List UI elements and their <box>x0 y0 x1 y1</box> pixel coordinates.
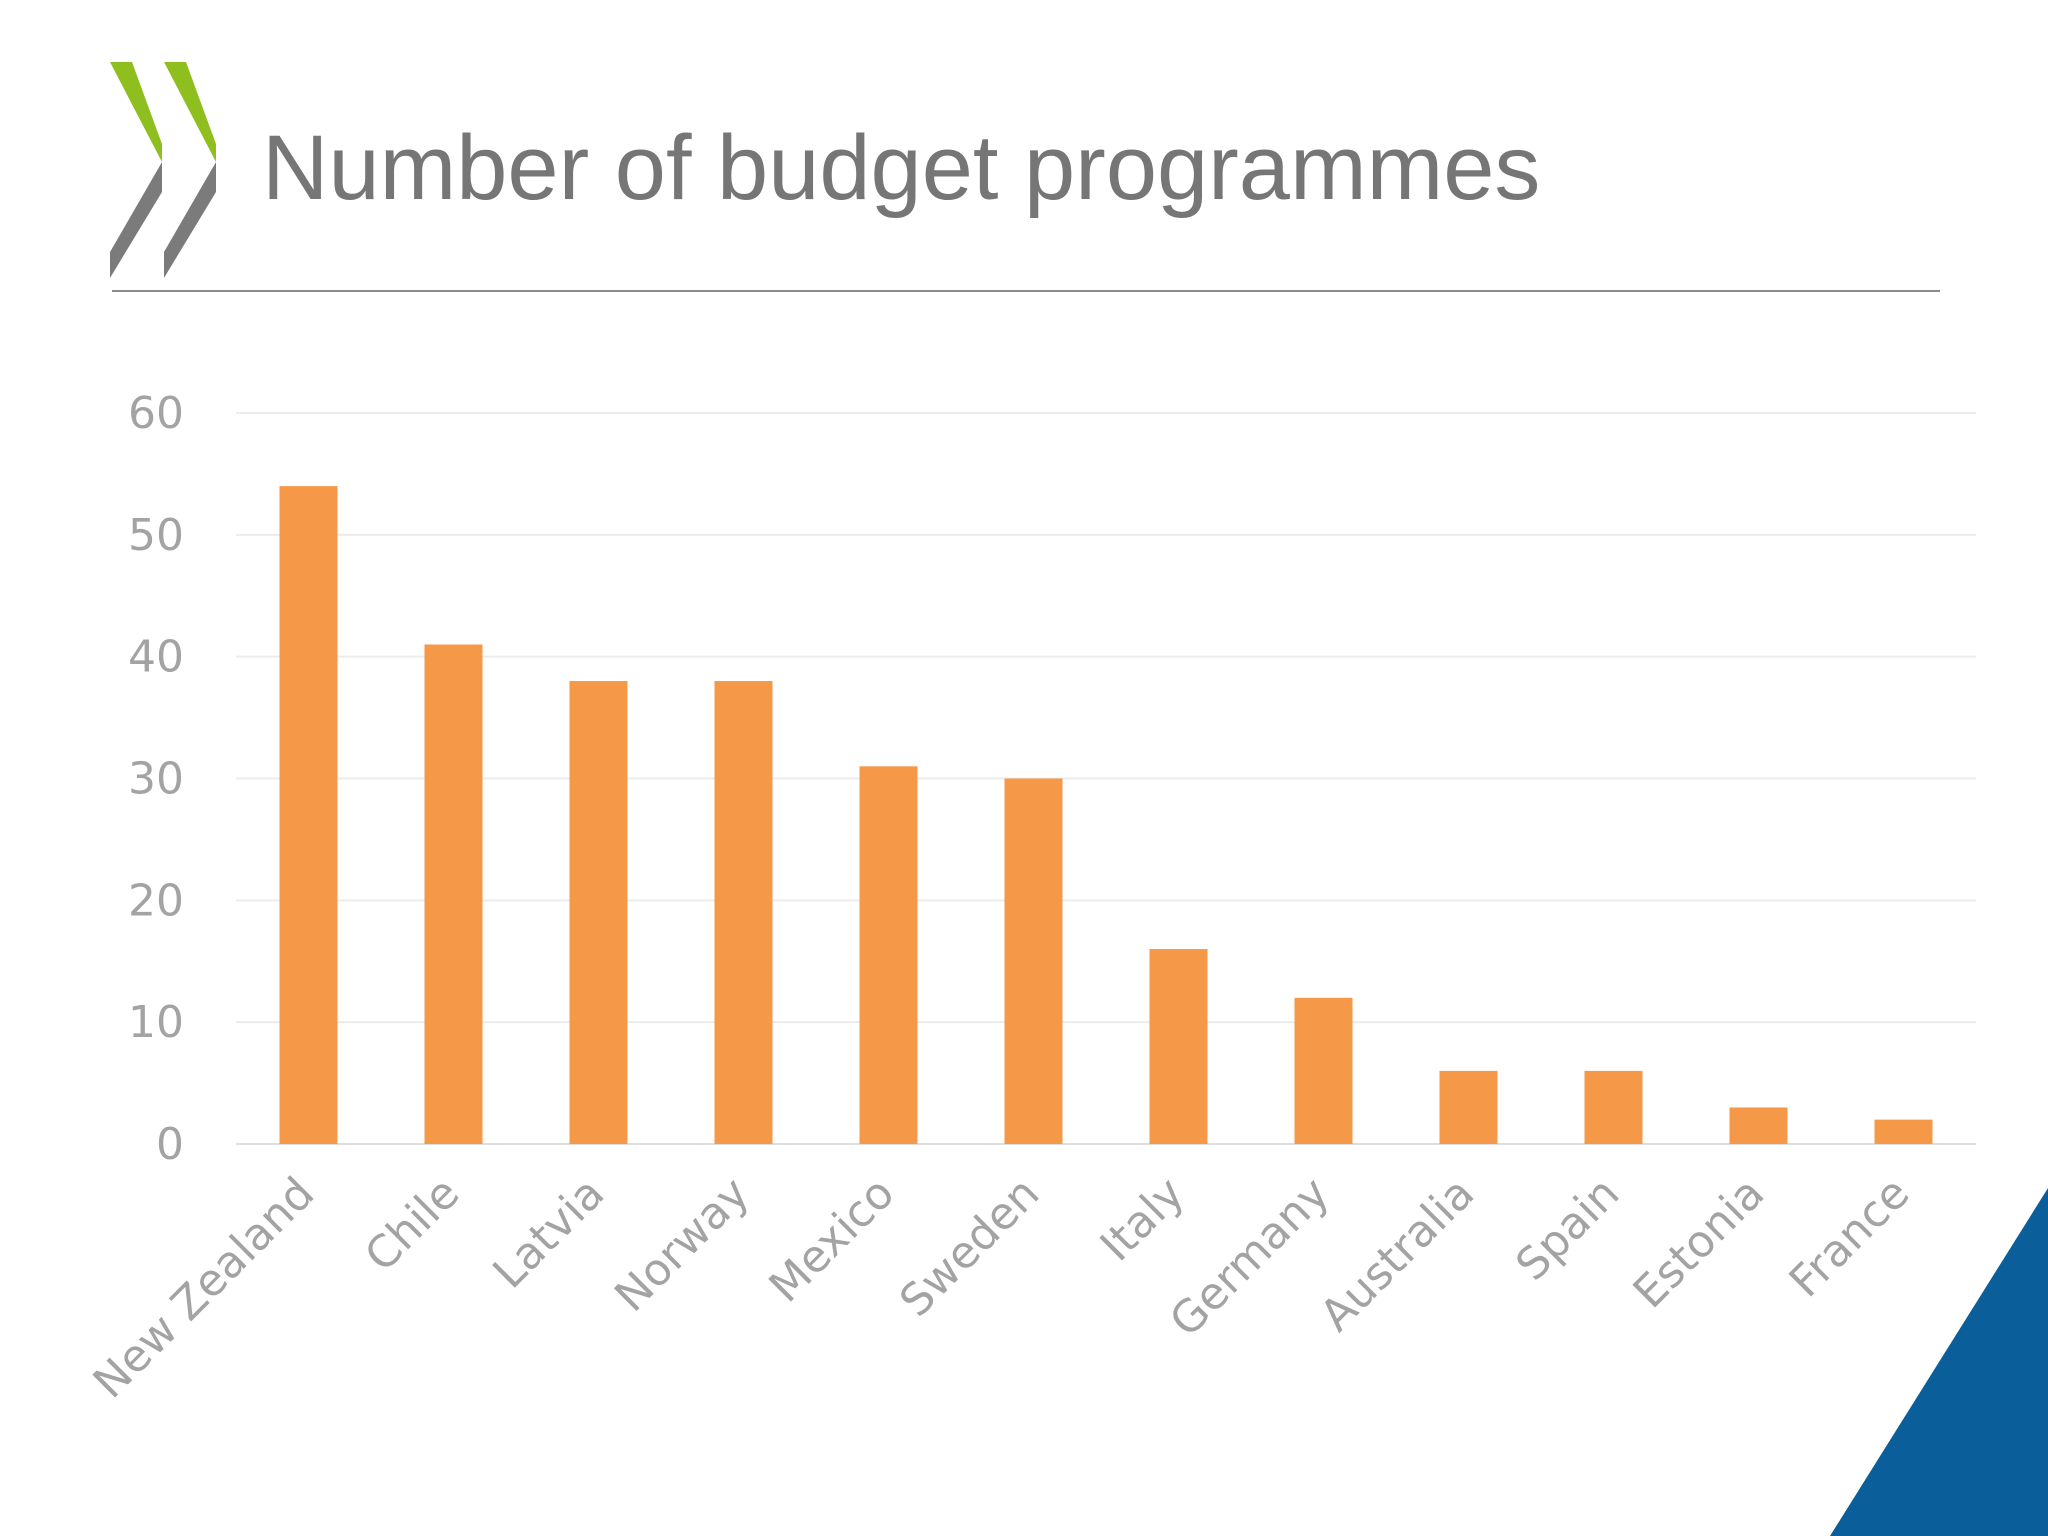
y-tick-label: 40 <box>128 632 184 683</box>
bar-italy <box>1149 949 1208 1144</box>
x-tick-label: Germany <box>1160 1168 1339 1347</box>
x-tick-label: Spain <box>1506 1168 1629 1291</box>
x-tick-label: Mexico <box>760 1168 905 1313</box>
x-tick-label: Latvia <box>483 1168 614 1299</box>
bar-norway <box>714 681 773 1144</box>
logo-grey-chevron-right <box>164 162 216 278</box>
x-tick-label: New Zealand <box>84 1168 325 1409</box>
bar-estonia <box>1729 1107 1788 1144</box>
y-tick-label: 20 <box>128 875 184 926</box>
logo-green-chevron-right <box>164 62 216 162</box>
bar-sweden <box>1004 778 1063 1144</box>
y-axis-ticks: 0 10 20 30 40 50 60 <box>128 388 184 1170</box>
x-tick-label: Italy <box>1091 1168 1195 1272</box>
bar-mexico <box>859 766 918 1144</box>
gridlines <box>236 412 1976 1145</box>
oecd-logo-icon <box>110 62 216 278</box>
corner-triangle-decoration <box>1830 1188 2048 1536</box>
x-tick-label: Australia <box>1311 1168 1485 1342</box>
x-tick-label: Chile <box>355 1168 469 1282</box>
y-tick-label: 60 <box>128 388 184 439</box>
x-tick-label: Norway <box>605 1168 759 1322</box>
y-tick-label: 50 <box>128 510 184 561</box>
title-divider <box>112 290 1940 292</box>
bar-spain <box>1584 1070 1643 1144</box>
x-tick-label: Estonia <box>1624 1168 1775 1319</box>
y-tick-label: 0 <box>156 1119 184 1170</box>
logo-grey-chevron-left <box>110 162 162 278</box>
bar-new-zealand <box>279 486 338 1145</box>
y-tick-label: 10 <box>128 997 184 1048</box>
x-tick-label: Sweden <box>890 1168 1049 1327</box>
bars <box>279 486 1933 1145</box>
bar-chile <box>424 644 483 1144</box>
bar-latvia <box>569 681 628 1144</box>
logo-green-chevron-left <box>110 62 162 162</box>
slide-title: Number of budget programmes <box>262 117 1541 219</box>
bar-australia <box>1439 1070 1498 1144</box>
bar-germany <box>1294 997 1353 1144</box>
y-tick-label: 30 <box>128 754 184 805</box>
bar-france <box>1874 1119 1933 1144</box>
